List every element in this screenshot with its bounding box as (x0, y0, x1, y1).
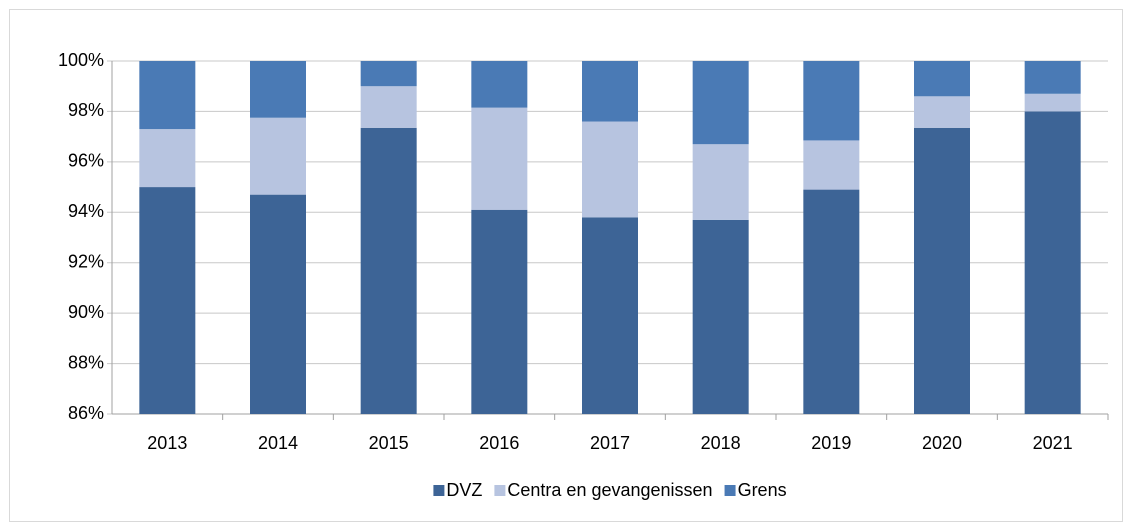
y-tick-label: 92% (68, 251, 104, 271)
bar-segment (250, 194, 306, 414)
bar-segment (1024, 61, 1081, 94)
bar-segment (471, 61, 528, 108)
legend-swatch (433, 485, 445, 496)
x-tick-label: 2013 (147, 433, 187, 453)
bar-segment (582, 61, 638, 122)
legend-label: DVZ (446, 480, 482, 500)
y-tick-label: 96% (68, 151, 104, 171)
bar-segment (139, 129, 196, 188)
x-tick-label: 2014 (258, 433, 298, 453)
bar-segment (803, 61, 860, 141)
y-tick-label: 90% (68, 302, 104, 322)
y-tick-label: 100% (58, 50, 104, 70)
bar-segment (803, 189, 860, 414)
y-tick-label: 94% (68, 201, 104, 221)
bar-segment (914, 96, 970, 128)
bar-segment (1024, 111, 1081, 414)
bar-segment (360, 127, 417, 414)
x-tick-label: 2016 (479, 433, 519, 453)
x-tick-label: 2015 (369, 433, 409, 453)
y-tick-label: 98% (68, 100, 104, 120)
x-tick-label: 2020 (922, 433, 962, 453)
bar-segment (803, 140, 860, 190)
bar-segment (471, 209, 528, 414)
bar-segment (360, 86, 417, 128)
bar-segment (250, 61, 306, 118)
bar-segment (582, 121, 638, 218)
legend-swatch (724, 485, 736, 496)
legend-swatch (494, 485, 506, 496)
bar-segment (1024, 93, 1081, 112)
y-tick-label: 86% (68, 403, 104, 423)
bar-segment (914, 127, 970, 414)
x-tick-label: 2017 (590, 433, 630, 453)
bar-segment (692, 219, 749, 414)
x-tick-label: 2021 (1033, 433, 1073, 453)
x-tick-label: 2019 (811, 433, 851, 453)
bar-segment (692, 144, 749, 220)
x-tick-label: 2018 (701, 433, 741, 453)
bar-segment (250, 117, 306, 195)
legend-label: Centra en gevangenissen (507, 480, 712, 500)
bar-segment (139, 187, 196, 414)
bar-segment (582, 217, 638, 414)
bar-segment (360, 61, 417, 87)
bar-segment (914, 61, 970, 97)
bar-segment (139, 61, 196, 130)
bar-segment (692, 61, 749, 145)
legend-label: Grens (738, 480, 787, 500)
bar-segment (471, 107, 528, 210)
y-tick-label: 88% (68, 352, 104, 372)
